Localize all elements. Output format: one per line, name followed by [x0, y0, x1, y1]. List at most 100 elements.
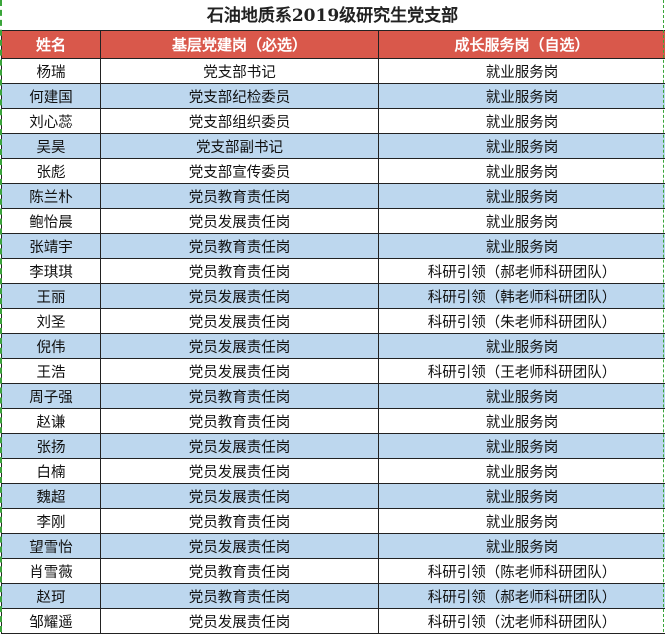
table-row: 陈兰朴党员教育责任岗就业服务岗	[2, 184, 665, 209]
table-row: 李刚党员教育责任岗就业服务岗	[2, 509, 665, 534]
cell-service-post[interactable]: 就业服务岗	[379, 134, 665, 159]
cell-party-post[interactable]: 党员发展责任岗	[101, 284, 379, 309]
cell-party-post[interactable]: 党员教育责任岗	[101, 259, 379, 284]
table-row: 王浩党员发展责任岗科研引领（王老师科研团队）	[2, 359, 665, 384]
cell-name[interactable]: 赵谦	[2, 409, 101, 434]
selection-border-left	[0, 0, 2, 632]
cell-party-post[interactable]: 党支部组织委员	[101, 109, 379, 134]
cell-service-post[interactable]: 科研引领（韩老师科研团队）	[379, 284, 665, 309]
table-row: 倪伟党员发展责任岗就业服务岗	[2, 334, 665, 359]
table-row: 鲍怡晨党员发展责任岗就业服务岗	[2, 209, 665, 234]
cell-name[interactable]: 肖雪薇	[2, 559, 101, 584]
cell-party-post[interactable]: 党员教育责任岗	[101, 234, 379, 259]
cell-name[interactable]: 陈兰朴	[2, 184, 101, 209]
cell-party-post[interactable]: 党员教育责任岗	[101, 559, 379, 584]
table-row: 邹耀遥党员发展责任岗科研引领（沈老师科研团队）	[2, 609, 665, 634]
cell-name[interactable]: 邹耀遥	[2, 609, 101, 634]
cell-service-post[interactable]: 就业服务岗	[379, 484, 665, 509]
cell-name[interactable]: 白楠	[2, 459, 101, 484]
cell-name[interactable]: 魏超	[2, 484, 101, 509]
cell-party-post[interactable]: 党员发展责任岗	[101, 334, 379, 359]
cell-name[interactable]: 张靖宇	[2, 234, 101, 259]
cell-name[interactable]: 刘心蕊	[2, 109, 101, 134]
table-row: 张彪党支部宣传委员就业服务岗	[2, 159, 665, 184]
header-party-post[interactable]: 基层党建岗（必选）	[101, 31, 379, 59]
cell-party-post[interactable]: 党员发展责任岗	[101, 359, 379, 384]
cell-service-post[interactable]: 科研引领（郝老师科研团队）	[379, 584, 665, 609]
cell-party-post[interactable]: 党员教育责任岗	[101, 409, 379, 434]
cell-party-post[interactable]: 党员发展责任岗	[101, 484, 379, 509]
table-row: 赵谦党员教育责任岗就业服务岗	[2, 409, 665, 434]
header-name[interactable]: 姓名	[2, 31, 101, 59]
header-service-post[interactable]: 成长服务岗（自选）	[379, 31, 665, 59]
cell-name[interactable]: 张扬	[2, 434, 101, 459]
cell-service-post[interactable]: 就业服务岗	[379, 509, 665, 534]
cell-party-post[interactable]: 党员发展责任岗	[101, 209, 379, 234]
cell-name[interactable]: 赵珂	[2, 584, 101, 609]
cell-name[interactable]: 张彪	[2, 159, 101, 184]
cell-party-post[interactable]: 党支部书记	[101, 59, 379, 84]
table-row: 肖雪薇党员教育责任岗科研引领（陈老师科研团队）	[2, 559, 665, 584]
table-row: 张靖宇党员教育责任岗就业服务岗	[2, 234, 665, 259]
cell-name[interactable]: 李琪琪	[2, 259, 101, 284]
sheet-title: 石油地质系2019级研究生党支部	[0, 0, 665, 30]
cell-service-post[interactable]: 就业服务岗	[379, 534, 665, 559]
cell-name[interactable]: 何建国	[2, 84, 101, 109]
cell-name[interactable]: 王丽	[2, 284, 101, 309]
cell-name[interactable]: 王浩	[2, 359, 101, 384]
cell-service-post[interactable]: 就业服务岗	[379, 334, 665, 359]
header-row: 姓名 基层党建岗（必选） 成长服务岗（自选）	[2, 31, 665, 59]
cell-service-post[interactable]: 就业服务岗	[379, 384, 665, 409]
cell-party-post[interactable]: 党员教育责任岗	[101, 184, 379, 209]
cell-name[interactable]: 李刚	[2, 509, 101, 534]
table-row: 望雪怡党员发展责任岗就业服务岗	[2, 534, 665, 559]
cell-party-post[interactable]: 党支部副书记	[101, 134, 379, 159]
cell-service-post[interactable]: 就业服务岗	[379, 84, 665, 109]
cell-service-post[interactable]: 就业服务岗	[379, 184, 665, 209]
cell-party-post[interactable]: 党支部纪检委员	[101, 84, 379, 109]
cell-service-post[interactable]: 就业服务岗	[379, 409, 665, 434]
table-row: 赵珂党员教育责任岗科研引领（郝老师科研团队）	[2, 584, 665, 609]
table-row: 刘心蕊党支部组织委员就业服务岗	[2, 109, 665, 134]
table-row: 刘圣党员发展责任岗科研引领（朱老师科研团队）	[2, 309, 665, 334]
table-row: 何建国党支部纪检委员就业服务岗	[2, 84, 665, 109]
cell-service-post[interactable]: 就业服务岗	[379, 434, 665, 459]
cell-service-post[interactable]: 科研引领（朱老师科研团队）	[379, 309, 665, 334]
cell-party-post[interactable]: 党员教育责任岗	[101, 384, 379, 409]
selection-border-right	[663, 0, 664, 632]
table-row: 白楠党员发展责任岗就业服务岗	[2, 459, 665, 484]
cell-name[interactable]: 倪伟	[2, 334, 101, 359]
cell-service-post[interactable]: 科研引领（沈老师科研团队）	[379, 609, 665, 634]
cell-party-post[interactable]: 党员教育责任岗	[101, 584, 379, 609]
roster-table: 姓名 基层党建岗（必选） 成长服务岗（自选） 杨瑞党支部书记就业服务岗何建国党支…	[1, 30, 665, 634]
table-row: 吴昊党支部副书记就业服务岗	[2, 134, 665, 159]
cell-service-post[interactable]: 就业服务岗	[379, 209, 665, 234]
cell-service-post[interactable]: 就业服务岗	[379, 159, 665, 184]
table-row: 李琪琪党员教育责任岗科研引领（郝老师科研团队）	[2, 259, 665, 284]
cell-name[interactable]: 吴昊	[2, 134, 101, 159]
cell-service-post[interactable]: 科研引领（王老师科研团队）	[379, 359, 665, 384]
table-row: 杨瑞党支部书记就业服务岗	[2, 59, 665, 84]
cell-service-post[interactable]: 就业服务岗	[379, 59, 665, 84]
table-row: 魏超党员发展责任岗就业服务岗	[2, 484, 665, 509]
cell-party-post[interactable]: 党员发展责任岗	[101, 459, 379, 484]
cell-service-post[interactable]: 就业服务岗	[379, 109, 665, 134]
cell-name[interactable]: 刘圣	[2, 309, 101, 334]
cell-service-post[interactable]: 科研引领（郝老师科研团队）	[379, 259, 665, 284]
cell-service-post[interactable]: 科研引领（陈老师科研团队）	[379, 559, 665, 584]
cell-name[interactable]: 杨瑞	[2, 59, 101, 84]
table-row: 张扬党员发展责任岗就业服务岗	[2, 434, 665, 459]
cell-name[interactable]: 周子强	[2, 384, 101, 409]
cell-party-post[interactable]: 党员发展责任岗	[101, 609, 379, 634]
cell-party-post[interactable]: 党支部宣传委员	[101, 159, 379, 184]
cell-name[interactable]: 鲍怡晨	[2, 209, 101, 234]
cell-party-post[interactable]: 党员发展责任岗	[101, 434, 379, 459]
cell-name[interactable]: 望雪怡	[2, 534, 101, 559]
cell-party-post[interactable]: 党员发展责任岗	[101, 309, 379, 334]
table-row: 王丽党员发展责任岗科研引领（韩老师科研团队）	[2, 284, 665, 309]
cell-service-post[interactable]: 就业服务岗	[379, 234, 665, 259]
table-row: 周子强党员教育责任岗就业服务岗	[2, 384, 665, 409]
cell-service-post[interactable]: 就业服务岗	[379, 459, 665, 484]
cell-party-post[interactable]: 党员发展责任岗	[101, 534, 379, 559]
cell-party-post[interactable]: 党员教育责任岗	[101, 509, 379, 534]
